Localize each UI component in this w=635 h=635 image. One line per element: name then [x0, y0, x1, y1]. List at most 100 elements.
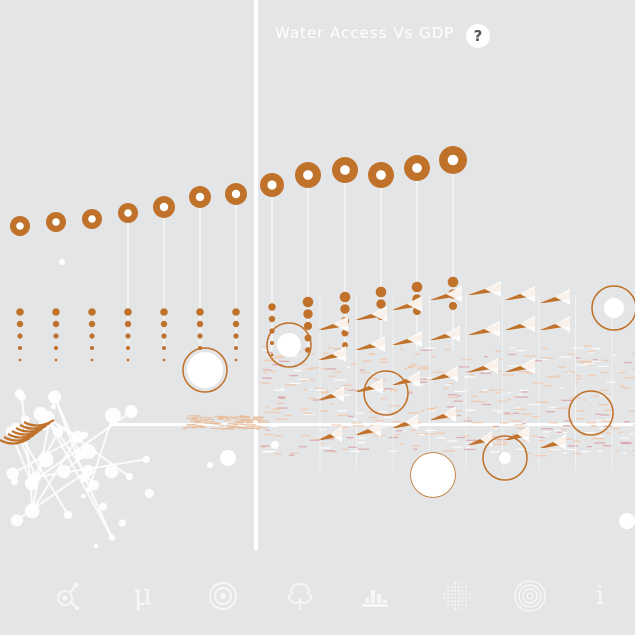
stripe — [546, 376, 559, 378]
stripe — [339, 426, 349, 428]
dot-marker — [17, 333, 23, 339]
stripe — [227, 423, 236, 425]
dot-marker — [234, 358, 238, 362]
ring-hole — [267, 180, 277, 190]
stripe — [265, 351, 273, 354]
molecule-button[interactable] — [45, 576, 85, 616]
dot-marker — [342, 342, 348, 348]
stripe — [465, 439, 477, 441]
outlined-circle — [266, 322, 312, 368]
stripe — [319, 429, 327, 431]
stripe — [522, 440, 527, 442]
stripe — [276, 402, 284, 404]
stripe — [431, 410, 436, 412]
ring-hole — [52, 218, 60, 226]
scatter-dot — [619, 513, 635, 529]
circle-fill — [499, 452, 511, 464]
dotted-globe-icon — [443, 582, 471, 610]
stripe — [408, 412, 419, 414]
stripe — [472, 421, 483, 424]
stripe — [357, 442, 366, 444]
stripe — [622, 387, 631, 389]
stripe — [538, 440, 545, 442]
globe-dot — [461, 586, 464, 588]
stripe — [270, 425, 279, 428]
stripe — [632, 353, 635, 355]
stripe — [400, 348, 404, 350]
stripe — [464, 376, 475, 378]
stripe — [489, 436, 497, 438]
wedge-highlight — [405, 414, 418, 430]
dot-marker — [88, 308, 96, 316]
stripe — [518, 393, 523, 396]
stripe — [548, 449, 552, 452]
globe-dot — [461, 589, 464, 592]
stripe — [410, 429, 417, 431]
stripe — [181, 428, 188, 430]
molecule-atom — [80, 431, 89, 439]
stripe — [256, 427, 268, 429]
stripe — [592, 360, 599, 362]
stripe — [239, 426, 246, 429]
globe-dot — [457, 600, 460, 603]
info-button[interactable]: i — [580, 576, 620, 616]
stripe — [554, 429, 562, 431]
stripe — [442, 450, 455, 452]
stripe — [509, 365, 521, 367]
bars-button[interactable] — [355, 576, 395, 616]
stripe — [446, 440, 458, 442]
stripe — [511, 434, 515, 436]
stripe — [535, 401, 548, 403]
wedge-highlight — [331, 386, 344, 402]
ring-hole — [412, 163, 422, 173]
tree-button[interactable] — [280, 576, 320, 616]
wedge-highlight — [368, 421, 381, 437]
stripe — [618, 431, 624, 433]
stripe — [514, 407, 520, 409]
stripe — [319, 391, 329, 393]
stripe — [263, 368, 267, 370]
stripe — [594, 442, 606, 444]
stripe — [472, 424, 482, 426]
stripe — [359, 369, 365, 371]
globe-dot — [447, 589, 449, 592]
stripe — [506, 398, 512, 401]
stripe — [272, 357, 278, 359]
stripe — [576, 360, 589, 363]
stripe — [239, 419, 249, 421]
mu-button[interactable]: μ — [123, 576, 163, 616]
stripe — [576, 364, 589, 366]
stripe — [196, 426, 207, 428]
stripe — [372, 372, 383, 375]
stripe — [559, 356, 571, 358]
stripe — [289, 454, 295, 456]
molecule-atom — [6, 467, 19, 480]
dot-marker — [270, 353, 274, 357]
stripe — [285, 414, 292, 417]
globe-button[interactable] — [437, 576, 477, 616]
stripe — [525, 452, 532, 455]
rings-button[interactable] — [510, 576, 550, 616]
stripe — [289, 375, 299, 377]
stripe — [305, 413, 315, 415]
dot-marker — [196, 320, 204, 328]
stripe — [251, 425, 261, 427]
stripe — [493, 443, 506, 446]
stripe — [265, 406, 269, 408]
outlined-circle — [182, 347, 228, 393]
globe-dot — [465, 589, 467, 592]
stripe — [226, 416, 233, 418]
stripe — [254, 417, 264, 419]
stripe — [600, 414, 610, 416]
target-button[interactable] — [203, 576, 243, 616]
stripe — [428, 408, 435, 410]
help-button[interactable]: ? — [466, 24, 490, 48]
stripe — [384, 388, 395, 390]
stripe — [308, 397, 316, 399]
stripe — [351, 363, 358, 365]
stripe — [381, 397, 387, 400]
stripe — [597, 450, 603, 452]
stripe — [433, 371, 443, 373]
stripe — [452, 446, 462, 448]
